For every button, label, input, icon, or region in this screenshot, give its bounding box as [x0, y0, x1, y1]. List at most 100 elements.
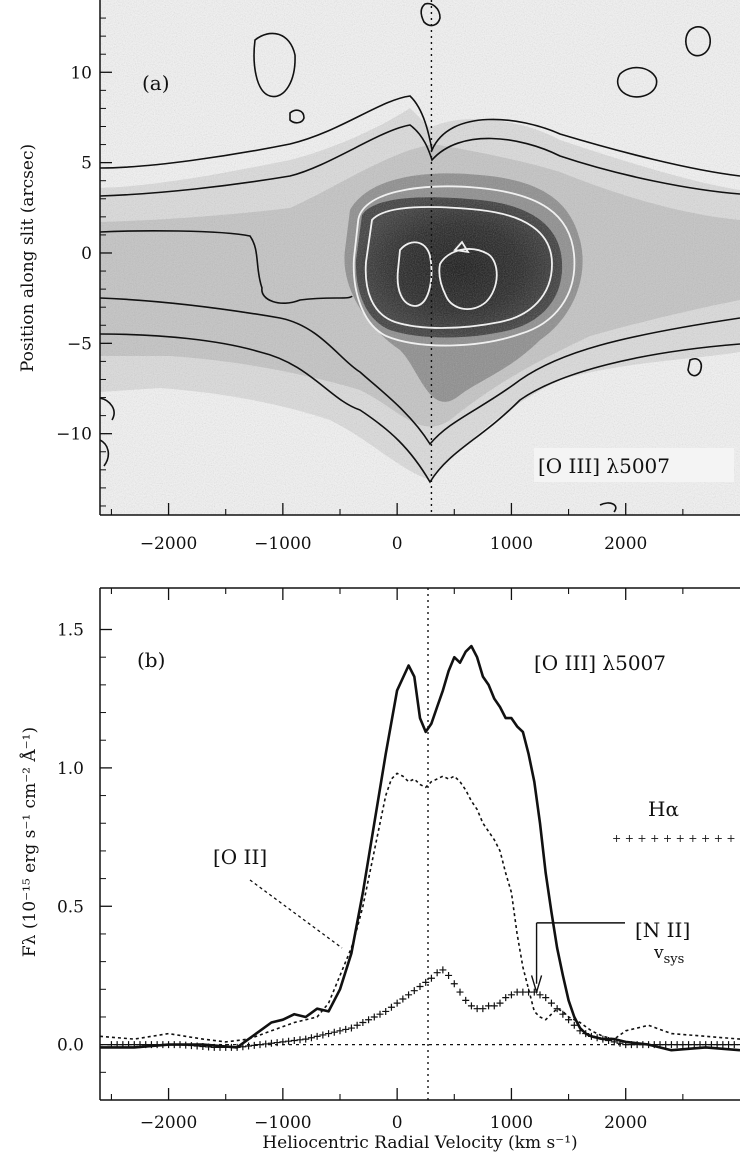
plus-marker	[245, 1042, 253, 1050]
panel-a-black-contours	[100, 2, 740, 513]
plus-marker	[610, 1038, 618, 1046]
plus-marker	[393, 999, 401, 1007]
plus-marker	[570, 1021, 578, 1029]
plus-marker	[479, 1005, 487, 1013]
panel-b-xlabel: Heliocentric Radial Velocity (km s⁻¹)	[262, 1133, 577, 1153]
plus-marker	[605, 1037, 613, 1044]
plus-marker	[439, 966, 447, 974]
plus-marker	[267, 1039, 275, 1047]
plus-marker	[599, 1035, 607, 1043]
plus-marker	[582, 1030, 590, 1038]
plus-marker	[593, 1034, 601, 1042]
plus-marker	[307, 1034, 315, 1042]
plus-marker	[542, 994, 550, 1002]
panel-b-axes: −2000 −1000 0 1000 2000 0.0 0.5 1.0 1.5	[57, 587, 740, 1133]
plus-marker	[250, 1041, 258, 1049]
panel-a-ylabel: Position along slit (arcsec)	[18, 144, 38, 372]
plus-marker	[285, 1037, 293, 1045]
plus-marker	[536, 991, 544, 999]
label-o2: [O II]	[213, 845, 267, 869]
plus-marker	[422, 978, 430, 986]
plus-marker	[490, 1002, 498, 1010]
panel-a-label: (a)	[142, 71, 170, 95]
plus-marker	[353, 1021, 361, 1029]
panel-b-ylabel: Fλ (10⁻¹⁵ erg s⁻¹ cm⁻² Å⁻¹)	[19, 727, 40, 957]
plus-marker	[462, 996, 470, 1004]
plus-marker	[330, 1028, 338, 1036]
plus-marker	[416, 983, 424, 991]
plus-marker	[399, 995, 407, 1003]
panel-b-ytick-label: 1.0	[57, 759, 84, 779]
panel-b-ytick-label: 1.5	[57, 621, 84, 641]
panel-a-xtick-label: 0	[392, 534, 403, 554]
panel-a-position-velocity-map	[100, 0, 740, 515]
series-oiii	[100, 644, 740, 1052]
panel-b-xtick-label: 0	[392, 1113, 403, 1133]
panel-a-xtick-label: −1000	[254, 534, 312, 554]
plus-marker	[325, 1030, 333, 1038]
plus-marker	[445, 971, 453, 979]
panel-a-annotation-bg	[534, 448, 734, 482]
plus-marker	[576, 1027, 584, 1035]
plus-marker	[405, 991, 413, 999]
label-o2-leader	[249, 879, 343, 949]
plus-marker	[616, 1039, 624, 1047]
plus-marker	[302, 1035, 310, 1043]
legend-halpha-marker: + + + + + + + + + +	[612, 832, 736, 845]
plus-marker	[336, 1027, 344, 1035]
panel-a-xtick-label: 2000	[604, 534, 647, 554]
panel-a-xtick-label: −2000	[140, 534, 198, 554]
panel-a-ytick-label: −5	[67, 334, 92, 354]
plus-marker	[342, 1025, 350, 1033]
plus-marker	[410, 987, 418, 995]
plus-marker	[502, 994, 510, 1002]
plus-marker	[496, 999, 504, 1007]
plus-marker	[507, 991, 515, 999]
plus-marker	[565, 1016, 573, 1024]
plus-marker	[559, 1010, 567, 1018]
panel-b-annotation: [O III] λ5007	[534, 651, 666, 675]
panel-b-xtick-label: 2000	[604, 1113, 647, 1133]
plus-marker	[433, 969, 441, 977]
plus-marker	[296, 1036, 304, 1044]
plus-marker	[376, 1010, 384, 1018]
panel-a-ytick-label: 5	[81, 154, 92, 174]
plus-marker	[233, 1043, 241, 1051]
plus-marker	[427, 974, 435, 982]
panel-b-label: (b)	[137, 648, 165, 672]
plus-marker	[319, 1031, 327, 1039]
panel-a-white-contours	[352, 185, 576, 347]
plus-marker	[456, 988, 464, 996]
plus-marker	[313, 1032, 321, 1040]
panel-b-ytick-label: 0.0	[57, 1036, 84, 1056]
plus-marker	[467, 1002, 475, 1010]
plus-marker	[290, 1037, 298, 1044]
panel-a-noise-texture	[100, 0, 740, 515]
plus-marker	[553, 1005, 561, 1013]
panel-b-xtick-label: 1000	[490, 1113, 533, 1133]
label-halpha: Hα	[648, 797, 679, 821]
plus-marker	[382, 1007, 390, 1015]
plus-marker	[365, 1016, 373, 1024]
plus-marker	[587, 1032, 595, 1040]
plus-marker	[387, 1003, 395, 1011]
panel-b-xtick-label: −1000	[254, 1113, 312, 1133]
panel-a-axes: −2000 −1000 0 1000 2000 10 5 0 −5 −10	[56, 0, 740, 554]
plus-marker	[547, 999, 555, 1007]
panel-b-xtick-label: −2000	[140, 1113, 198, 1133]
plus-marker	[347, 1024, 355, 1032]
vsys-arrow-head	[530, 975, 543, 995]
series-oii	[99, 772, 740, 1043]
panel-a-ytick-label: −10	[56, 425, 92, 445]
plus-marker	[450, 980, 458, 988]
panel-a-ytick-label: 0	[81, 244, 92, 264]
panel-a-annotation: [O III] λ5007	[538, 454, 670, 478]
label-vsys: vsys	[653, 943, 684, 967]
label-n2: [N II]	[635, 918, 690, 942]
panel-a-xtick-label: 1000	[490, 534, 533, 554]
panel-a-ytick-label: 10	[70, 63, 92, 83]
panel-b-ytick-label: 0.5	[57, 897, 84, 917]
plus-marker	[370, 1013, 378, 1021]
panel-b-plot-area	[99, 588, 740, 1100]
